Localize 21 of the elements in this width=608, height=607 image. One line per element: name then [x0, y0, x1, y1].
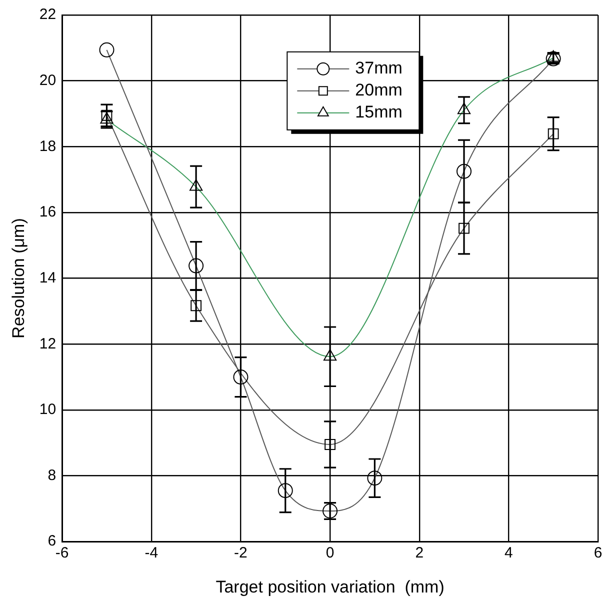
y-tick-label: 12 — [39, 335, 56, 352]
legend-label: 20mm — [355, 80, 402, 100]
x-tick-label: 6 — [594, 544, 602, 562]
legend-label: 15mm — [355, 102, 402, 122]
legend-label: 37mm — [355, 58, 402, 78]
y-tick-label: 22 — [39, 6, 56, 24]
y-tick-label: 18 — [39, 138, 56, 155]
y-tick-label: 16 — [39, 204, 56, 221]
y-axis-title: Resolution (μm) — [8, 218, 28, 338]
x-tick-label: 2 — [415, 544, 424, 562]
y-tick-label: 8 — [48, 466, 56, 484]
y-tick-label: 14 — [39, 269, 56, 286]
x-tick-label: -4 — [144, 544, 158, 562]
y-tick-label: 10 — [39, 401, 56, 418]
x-tick-label: -2 — [234, 544, 248, 562]
x-tick-label: 4 — [504, 544, 513, 562]
x-tick-label: -6 — [55, 544, 69, 562]
y-tick-label: 20 — [39, 72, 56, 89]
x-tick-label: 0 — [326, 544, 334, 562]
x-axis-title: Target position variation (mm) — [216, 577, 444, 596]
y-tick-label: 6 — [48, 532, 56, 550]
